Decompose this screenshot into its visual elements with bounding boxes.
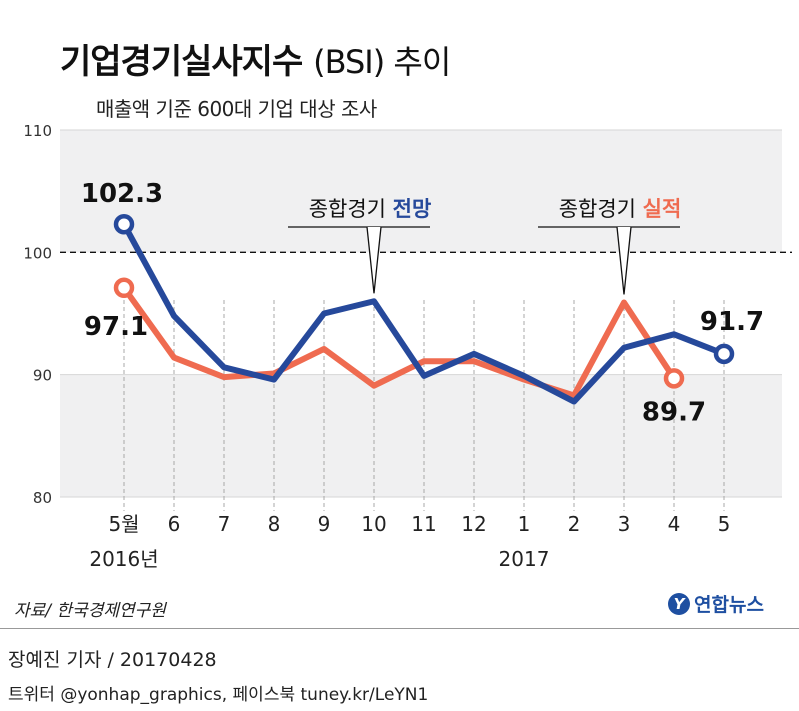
callout-label-emphasis: 전망	[393, 197, 432, 221]
endpoint-marker	[113, 277, 135, 299]
data-label: 97.1	[84, 312, 148, 342]
series-line-actual	[121, 284, 677, 399]
chart-subtitle: 매출액 기준 600대 기업 대상 조사	[96, 97, 377, 121]
footer-divider	[0, 628, 799, 629]
chart-title: 기업경기실사지수 (BSI) 추이	[60, 34, 451, 83]
endpoint-marker	[663, 368, 685, 389]
y-tick-label: 110	[23, 122, 52, 140]
band-100-110	[60, 130, 782, 253]
y-axis: 80 90 100 110	[23, 122, 52, 507]
year-label: 2016년	[89, 547, 158, 571]
x-tick-label: 10	[361, 512, 386, 536]
x-tick-label: 11	[411, 512, 436, 536]
callout-pointer	[616, 226, 632, 295]
y-tick-label: 100	[23, 244, 52, 262]
chart-title-text: 기업경기실사지수	[60, 42, 303, 82]
callout-pointer	[366, 226, 382, 294]
series-callouts: 종합경기 전망 종합경기 실적	[288, 197, 682, 295]
gridlines	[60, 129, 792, 511]
data-labels: 102.3 91.7 97.1 89.7	[81, 179, 764, 427]
chart-title-suffix: (BSI) 추이	[313, 43, 451, 81]
reporter-credit: 장예진 기자 / 20170428	[8, 649, 217, 671]
source-note: 자료/ 한국경제연구원	[14, 601, 166, 621]
endpoint-marker	[713, 343, 735, 365]
y-tick-label: 80	[33, 489, 52, 507]
yonhap-logo-text: 연합뉴스	[694, 594, 764, 616]
series-lines	[121, 221, 727, 405]
x-tick-label: 1	[518, 512, 531, 536]
x-tick-label: 5월	[108, 512, 139, 536]
x-tick-label: 3	[618, 512, 631, 536]
callout-label-prefix: 종합경기	[559, 197, 643, 221]
callout-label-emphasis: 실적	[643, 197, 682, 221]
year-label: 2017	[499, 547, 550, 571]
background-bands	[60, 130, 782, 497]
data-label: 89.7	[642, 397, 706, 427]
x-tick-label: 5	[718, 512, 731, 536]
x-tick-label: 4	[668, 512, 681, 536]
x-tick-label: 12	[461, 512, 486, 536]
x-tick-label: 7	[218, 512, 231, 536]
yonhap-logo: Y 연합뉴스	[668, 590, 764, 617]
callout-actual: 종합경기 실적	[538, 197, 682, 295]
callout-label: 종합경기 전망	[309, 197, 432, 221]
endpoint-marker	[113, 213, 135, 235]
data-label: 102.3	[81, 179, 163, 209]
x-tick-label: 8	[268, 512, 281, 536]
series-line-forecast	[121, 221, 727, 405]
callout-forecast: 종합경기 전망	[288, 197, 432, 294]
data-label: 91.7	[700, 307, 764, 337]
callout-label-prefix: 종합경기	[309, 197, 393, 221]
band-80-90	[60, 374, 782, 497]
callout-label: 종합경기 실적	[559, 197, 682, 221]
social-credit: 트위터 @yonhap_graphics, 페이스북 tuney.kr/LeYN…	[8, 685, 429, 705]
yonhap-logo-icon: Y	[668, 592, 690, 615]
x-tick-label: 6	[168, 512, 181, 536]
x-tick-label: 9	[318, 512, 331, 536]
x-tick-label: 2	[568, 512, 581, 536]
y-tick-label: 90	[33, 367, 52, 385]
